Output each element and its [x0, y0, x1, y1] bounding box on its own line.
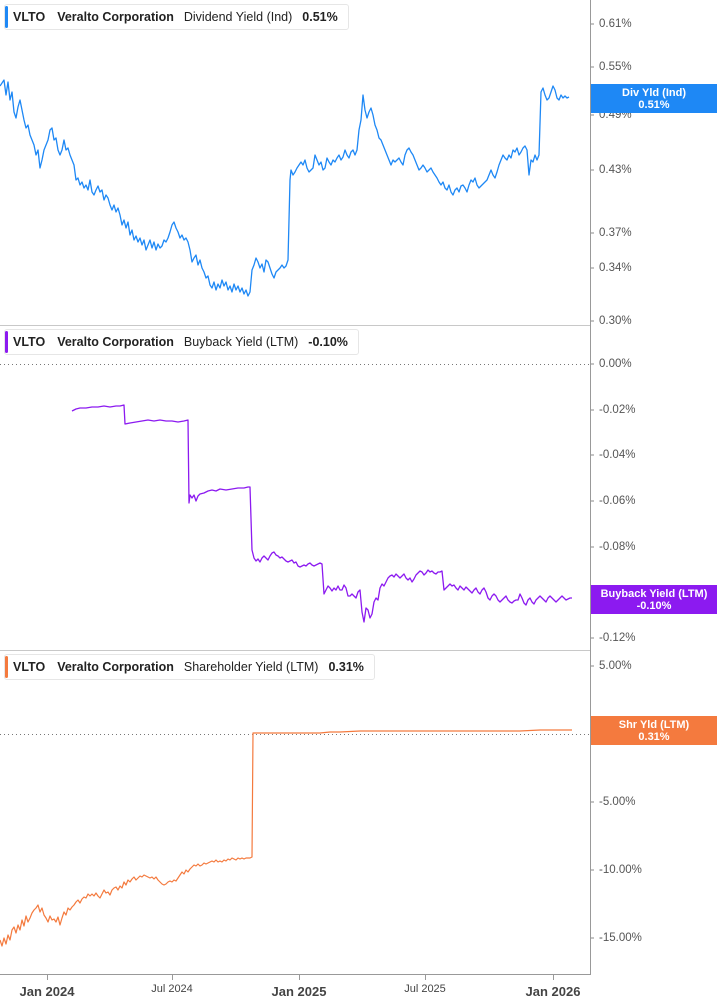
y-tick-label: 0.55%	[599, 61, 632, 73]
buyback-yield-badge: Buyback Yield (LTM) -0.10%	[591, 585, 717, 614]
y-tick-label: 0.34%	[599, 262, 632, 274]
legend-value: 0.31%	[328, 660, 364, 674]
legend-ticker: VLTO	[13, 660, 46, 674]
legend-metric: Shareholder Yield (LTM)	[183, 660, 319, 674]
y-tick-label: -10.00%	[599, 864, 642, 876]
legend-ticker: VLTO	[13, 10, 46, 24]
y-tick-label: 0.30%	[599, 315, 632, 327]
legend-color-bar	[5, 656, 8, 678]
y-axis-ticks	[591, 23, 594, 939]
legend-company: Veralto Corporation	[57, 10, 174, 24]
dividend-yield-panel: VLTO Veralto Corporation Dividend Yield …	[0, 0, 717, 327]
legend-metric: Dividend Yield (Ind)	[183, 10, 293, 24]
y-tick-label: -0.02%	[599, 404, 636, 416]
x-tick-label: Jan 2024	[19, 984, 75, 999]
buyback-yield-panel: VLTO Veralto Corporation Buyback Yield (…	[0, 326, 717, 650]
legend-company: Veralto Corporation	[57, 660, 174, 674]
x-tick-label: Jul 2025	[404, 983, 446, 995]
buyback-yield-legend: VLTO Veralto Corporation Buyback Yield (…	[4, 329, 359, 355]
badge-label: Div Yld (Ind)	[622, 86, 686, 99]
legend-ticker: VLTO	[13, 335, 46, 349]
badge-value: 0.31%	[638, 730, 670, 743]
x-tick-label: Jan 2026	[525, 984, 581, 999]
legend-color-bar	[5, 331, 8, 353]
shareholder-yield-legend: VLTO Veralto Corporation Shareholder Yie…	[4, 654, 375, 680]
x-tick-label: Jul 2024	[151, 983, 193, 995]
legend-value: -0.10%	[308, 335, 348, 349]
y-tick-label: -0.06%	[599, 495, 636, 507]
y-tick-label: -0.08%	[599, 541, 636, 553]
dividend-yield-badge: Div Yld (Ind) 0.51%	[591, 84, 717, 113]
x-axis-ticks	[47, 975, 554, 980]
shareholder-yield-badge: Shr Yld (LTM) 0.31%	[591, 716, 717, 745]
y-tick-label: 0.00%	[599, 358, 632, 370]
y-tick-label: -5.00%	[599, 796, 636, 808]
y-tick-label: 0.43%	[599, 164, 632, 176]
badge-value: -0.10%	[636, 599, 672, 612]
y-tick-label: 5.00%	[599, 660, 632, 672]
x-tick-label: Jan 2025	[271, 984, 327, 999]
y-tick-label: -15.00%	[599, 932, 642, 944]
buyback-yield-line	[71, 404, 572, 623]
shareholder-yield-line	[0, 729, 572, 947]
y-tick-label: 0.37%	[599, 227, 632, 239]
legend-company: Veralto Corporation	[57, 335, 174, 349]
shareholder-yield-panel: VLTO Veralto Corporation Shareholder Yie…	[0, 651, 717, 975]
badge-label: Buyback Yield (LTM)	[600, 587, 708, 600]
y-tick-label: -0.12%	[599, 632, 636, 644]
dividend-yield-line	[0, 79, 570, 297]
legend-color-bar	[5, 6, 8, 28]
badge-label: Shr Yld (LTM)	[618, 718, 690, 731]
legend-metric: Buyback Yield (LTM)	[183, 335, 299, 349]
badge-value: 0.51%	[638, 98, 670, 111]
legend-value: 0.51%	[302, 10, 338, 24]
y-tick-label: -0.04%	[599, 449, 636, 461]
y-tick-label: 0.61%	[599, 18, 632, 30]
dividend-yield-legend: VLTO Veralto Corporation Dividend Yield …	[4, 4, 349, 30]
